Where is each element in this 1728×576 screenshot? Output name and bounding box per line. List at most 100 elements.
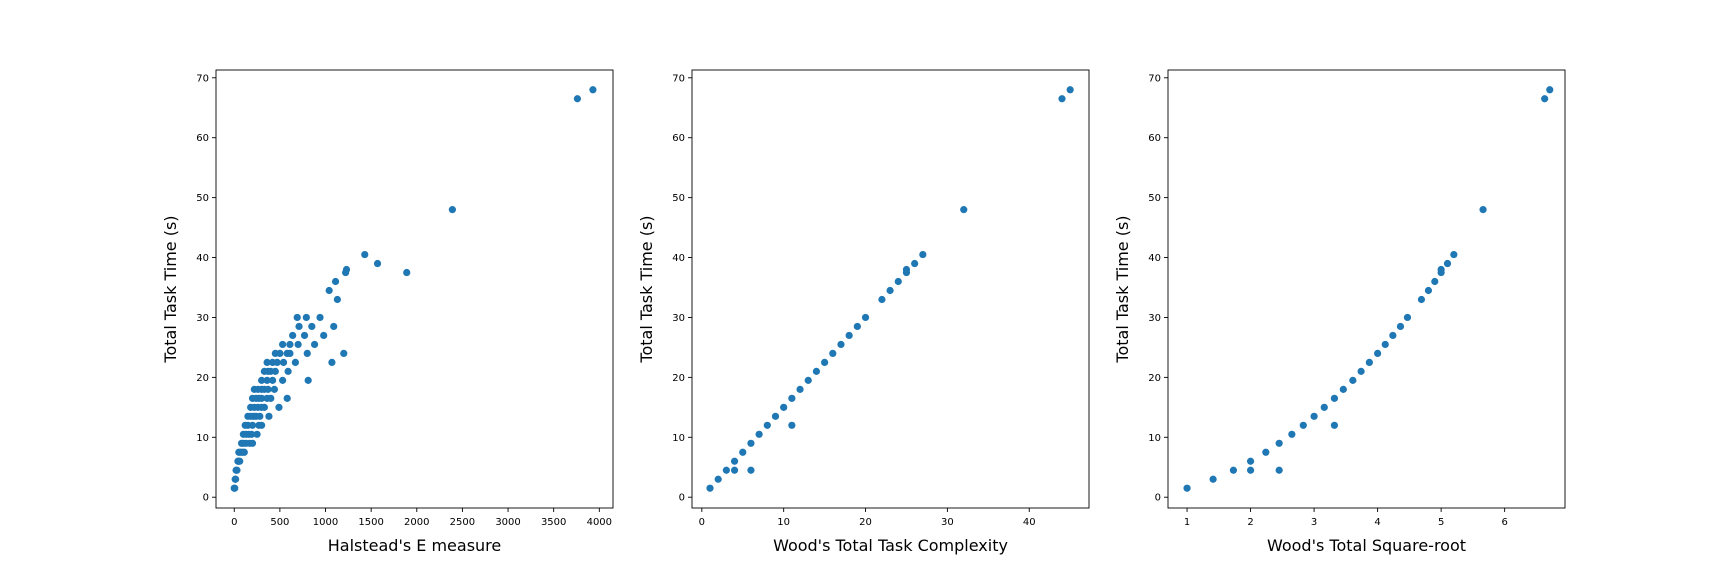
- data-point: [248, 421, 257, 429]
- y-tick-label: 50: [672, 193, 685, 204]
- y-tick-label: 10: [196, 433, 209, 444]
- data-point: [340, 349, 348, 358]
- data-point: [279, 376, 287, 384]
- data-point: [755, 430, 763, 438]
- data-point: [730, 457, 739, 465]
- chart-panel-2: 0 10 20 30 40 0 10 20 30 40 50 60 70 Wood's Total Tas…: [637, 69, 1090, 555]
- y-tick-label: 70: [672, 73, 685, 84]
- data-point: [304, 376, 312, 384]
- data-point: [273, 358, 281, 366]
- x-tick-label: 4: [1374, 517, 1380, 528]
- data-point: [320, 331, 328, 340]
- axes-frame: [691, 69, 1090, 509]
- data-point: [267, 394, 275, 402]
- data-point: [788, 421, 796, 429]
- data-point: [283, 394, 291, 402]
- y-tick-label: 60: [196, 133, 209, 144]
- data-point: [268, 376, 277, 384]
- data-point: [739, 448, 747, 456]
- data-point: [1381, 340, 1389, 349]
- data-point: [248, 439, 257, 447]
- data-point: [1431, 277, 1439, 286]
- y-axis-label: Total Task Time (s): [637, 215, 656, 363]
- data-point: [1396, 322, 1405, 331]
- x-tick-label: 2: [1247, 517, 1253, 528]
- data-point: [308, 322, 316, 331]
- x-tick-label: 3000: [495, 517, 520, 528]
- data-point: [1320, 403, 1328, 411]
- data-point: [804, 376, 812, 384]
- data-point: [1417, 295, 1426, 304]
- data-point: [788, 394, 796, 402]
- data-point: [919, 250, 927, 259]
- data-point: [258, 376, 266, 384]
- data-point: [960, 206, 968, 214]
- data-point: [1246, 457, 1255, 465]
- data-point: [403, 268, 411, 277]
- data-point: [894, 277, 902, 286]
- data-point: [316, 313, 324, 322]
- data-point: [837, 340, 845, 349]
- data-point: [236, 457, 244, 465]
- data-point: [730, 466, 739, 474]
- data-point: [1546, 86, 1554, 94]
- data-point: [886, 286, 894, 295]
- data-point: [342, 265, 351, 274]
- data-point: [271, 367, 279, 375]
- data-point: [1357, 367, 1365, 375]
- data-point: [265, 412, 273, 420]
- data-point: [328, 358, 336, 366]
- data-point: [1299, 421, 1307, 429]
- data-point: [1330, 421, 1339, 429]
- data-point: [1541, 95, 1549, 103]
- data-point: [845, 331, 853, 340]
- data-point: [289, 331, 297, 340]
- y-tick-label: 30: [672, 313, 685, 324]
- data-point: [300, 331, 309, 340]
- x-tick-label: 1: [1184, 517, 1190, 528]
- data-point: [747, 439, 755, 447]
- data-point: [763, 421, 771, 429]
- data-point: [1275, 439, 1283, 447]
- data-point: [260, 403, 268, 411]
- y-tick-label: 60: [672, 133, 685, 144]
- x-tick-label: 10: [777, 517, 790, 528]
- data-point: [902, 265, 911, 274]
- data-point: [361, 250, 369, 259]
- x-tick-label: 500: [270, 517, 289, 528]
- data-point: [295, 322, 303, 331]
- x-tick-label: 6: [1501, 517, 1507, 528]
- y-tick-label: 20: [1148, 373, 1161, 384]
- data-point: [1424, 286, 1433, 295]
- point-group: [1183, 86, 1554, 492]
- data-point: [573, 95, 582, 103]
- data-point: [780, 403, 788, 411]
- data-point: [303, 349, 311, 358]
- data-point: [706, 484, 714, 492]
- data-point: [286, 340, 294, 349]
- data-point: [284, 367, 292, 375]
- x-tick-label: 1000: [313, 517, 338, 528]
- x-tick-label: 20: [859, 517, 872, 528]
- y-tick-label: 0: [1155, 493, 1161, 504]
- y-tick-label: 70: [1148, 73, 1161, 84]
- y-tick-label: 70: [196, 73, 209, 84]
- data-point: [330, 322, 338, 331]
- x-tick-label: 0: [231, 517, 237, 528]
- data-point: [1209, 475, 1217, 483]
- y-axis-label: Total Task Time (s): [1113, 215, 1132, 363]
- data-point: [714, 475, 722, 483]
- y-axis-label: Total Task Time (s): [161, 215, 180, 363]
- data-point: [747, 466, 755, 474]
- data-point: [373, 259, 382, 268]
- data-point: [1288, 430, 1296, 438]
- x-axis-label: Wood's Total Square-root: [1267, 536, 1466, 555]
- data-point: [264, 385, 272, 393]
- y-tick-label: 20: [196, 373, 209, 384]
- data-point: [911, 259, 919, 268]
- data-point: [853, 322, 861, 331]
- x-tick-label: 30: [941, 517, 954, 528]
- data-point: [286, 349, 294, 358]
- data-point: [1339, 385, 1347, 393]
- data-point: [1365, 358, 1373, 366]
